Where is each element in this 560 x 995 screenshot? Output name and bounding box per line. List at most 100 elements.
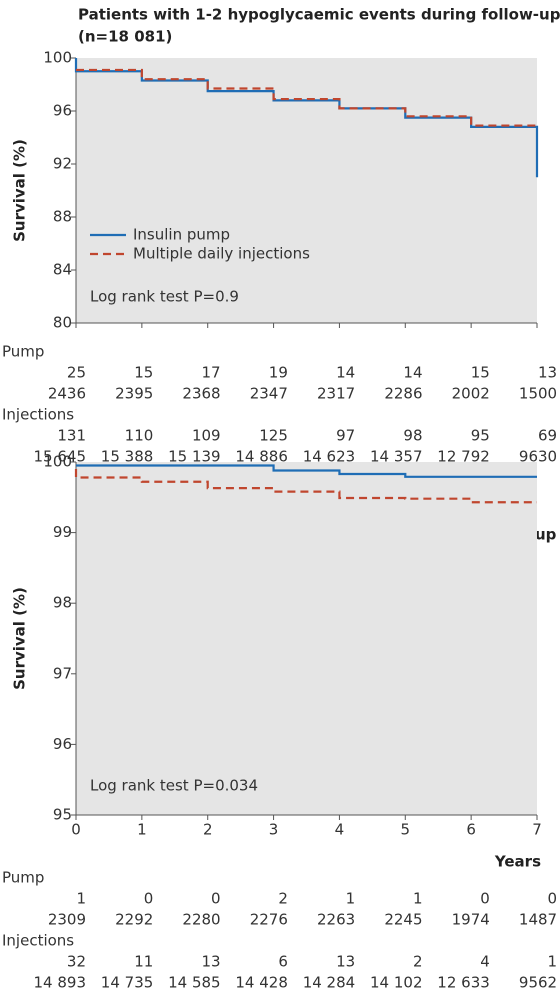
risk-row-label: Injections xyxy=(2,406,74,424)
risk-at-risk: 2436 xyxy=(48,385,86,403)
risk-events: 13 xyxy=(336,953,355,971)
x-tick-label: 3 xyxy=(269,821,279,839)
annotation: Log rank test P=0.9 xyxy=(90,288,239,306)
y-tick-label: 92 xyxy=(53,155,72,173)
risk-row-label: Injections xyxy=(2,932,74,950)
y-tick-label: 98 xyxy=(53,594,72,612)
risk-events: 0 xyxy=(480,890,490,908)
risk-at-risk: 14 585 xyxy=(168,974,221,992)
risk-at-risk: 2368 xyxy=(182,385,220,403)
risk-events: 2 xyxy=(413,953,423,971)
risk-at-risk: 2263 xyxy=(317,911,355,929)
risk-at-risk: 14 357 xyxy=(370,448,423,466)
risk-at-risk: 14 428 xyxy=(235,974,288,992)
risk-at-risk: 14 284 xyxy=(303,974,356,992)
risk-events: 4 xyxy=(480,953,490,971)
risk-at-risk: 9630 xyxy=(519,448,557,466)
risk-at-risk: 2286 xyxy=(384,385,422,403)
risk-at-risk: 12 792 xyxy=(437,448,490,466)
annotation: Log rank test P=0.034 xyxy=(90,777,258,795)
x-tick-label: 0 xyxy=(71,821,81,839)
risk-events: 19 xyxy=(269,364,288,382)
survival-line xyxy=(76,464,537,478)
risk-at-risk: 14 886 xyxy=(235,448,288,466)
risk-at-risk: 1974 xyxy=(452,911,490,929)
risk-events: 1 xyxy=(346,890,356,908)
risk-at-risk: 2292 xyxy=(115,911,153,929)
chart-title: Patients with 1-2 hypoglycaemic events d… xyxy=(78,6,560,24)
risk-at-risk: 2395 xyxy=(115,385,153,403)
y-tick-label: 88 xyxy=(53,208,72,226)
risk-events: 1 xyxy=(548,953,558,971)
risk-row-label: Pump xyxy=(2,343,44,361)
risk-at-risk: 15 139 xyxy=(168,448,221,466)
legend-label: Insulin pump xyxy=(133,226,230,244)
risk-at-risk: 14 623 xyxy=(303,448,356,466)
risk-events: 11 xyxy=(134,953,153,971)
risk-events: 95 xyxy=(471,427,490,445)
plot-area xyxy=(76,462,537,815)
x-axis-label: Years xyxy=(494,853,541,871)
y-tick-label: 99 xyxy=(53,523,72,541)
risk-events: 14 xyxy=(336,364,355,382)
y-tick-label: 97 xyxy=(53,664,72,682)
risk-events: 32 xyxy=(67,953,86,971)
risk-row-label: Pump xyxy=(2,869,44,887)
risk-at-risk: 2276 xyxy=(250,911,288,929)
risk-events: 13 xyxy=(538,364,557,382)
x-tick-label: 6 xyxy=(466,821,476,839)
risk-at-risk: 15 388 xyxy=(101,448,154,466)
risk-at-risk: 12 633 xyxy=(437,974,490,992)
risk-at-risk: 1500 xyxy=(519,385,557,403)
y-tick-label: 84 xyxy=(53,261,72,279)
risk-events: 6 xyxy=(278,953,288,971)
y-tick-label: 96 xyxy=(53,735,72,753)
risk-events: 0 xyxy=(548,890,558,908)
risk-at-risk: 15 645 xyxy=(34,448,87,466)
risk-events: 131 xyxy=(57,427,86,445)
risk-events: 0 xyxy=(144,890,154,908)
risk-events: 1 xyxy=(413,890,423,908)
risk-at-risk: 14 893 xyxy=(34,974,87,992)
risk-events: 25 xyxy=(67,364,86,382)
risk-events: 15 xyxy=(134,364,153,382)
y-tick-label: 100 xyxy=(43,49,72,67)
chart-subtitle: (n=18 081) xyxy=(78,28,172,46)
risk-at-risk: 2317 xyxy=(317,385,355,403)
x-tick-label: 5 xyxy=(401,821,411,839)
y-tick-label: 96 xyxy=(53,102,72,120)
y-tick-label: 95 xyxy=(53,806,72,824)
risk-events: 17 xyxy=(202,364,221,382)
risk-events: 13 xyxy=(202,953,221,971)
plot-area xyxy=(76,58,537,323)
risk-events: 98 xyxy=(403,427,422,445)
y-axis-label: Survival (%) xyxy=(11,587,29,690)
risk-at-risk: 1487 xyxy=(519,911,557,929)
risk-at-risk: 2347 xyxy=(250,385,288,403)
risk-at-risk: 2280 xyxy=(182,911,220,929)
risk-at-risk: 14 102 xyxy=(370,974,423,992)
risk-events: 0 xyxy=(211,890,221,908)
risk-events: 15 xyxy=(471,364,490,382)
risk-events: 14 xyxy=(403,364,422,382)
x-tick-label: 2 xyxy=(203,821,213,839)
y-tick-label: 80 xyxy=(53,314,72,332)
risk-at-risk: 14 735 xyxy=(101,974,154,992)
risk-events: 1 xyxy=(76,890,86,908)
risk-events: 69 xyxy=(538,427,557,445)
risk-events: 2 xyxy=(278,890,288,908)
risk-at-risk: 2309 xyxy=(48,911,86,929)
survival-line xyxy=(76,68,537,127)
x-tick-label: 1 xyxy=(137,821,147,839)
risk-events: 97 xyxy=(336,427,355,445)
y-axis-label: Survival (%) xyxy=(11,139,29,242)
risk-at-risk: 2002 xyxy=(452,385,490,403)
x-tick-label: 7 xyxy=(532,821,542,839)
risk-at-risk: 9562 xyxy=(519,974,557,992)
risk-events: 109 xyxy=(192,427,221,445)
legend-label: Multiple daily injections xyxy=(133,245,310,263)
risk-events: 125 xyxy=(259,427,288,445)
y-tick-label: 100 xyxy=(43,453,72,471)
risk-at-risk: 2245 xyxy=(384,911,422,929)
